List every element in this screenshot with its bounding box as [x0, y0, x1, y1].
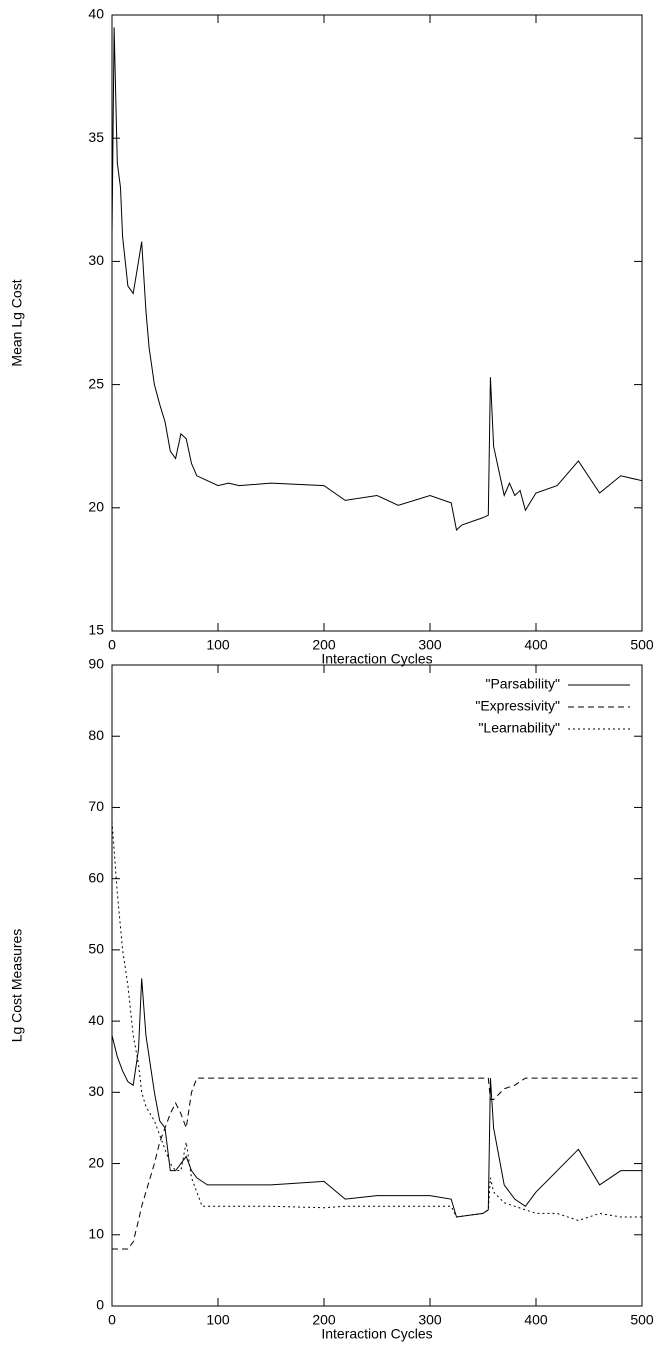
y-tick-label: 35	[88, 129, 104, 145]
x-tick-label: 300	[418, 1312, 442, 1328]
legend-label: "Expressivity"	[475, 698, 560, 714]
y-tick-label: 15	[88, 622, 104, 638]
plot-frame	[111, 14, 643, 632]
plot-frame	[111, 664, 643, 1307]
y-tick-label: 70	[88, 798, 104, 814]
x-tick-label: 0	[108, 1312, 116, 1328]
y-tick-label: 40	[88, 6, 104, 22]
y-tick-label: 20	[88, 1154, 104, 1170]
data-line	[111, 821, 642, 1222]
data-line	[112, 1077, 642, 1250]
y-tick-label: 30	[88, 1083, 104, 1099]
y-tick-label: 0	[96, 1297, 104, 1313]
x-tick-label: 200	[312, 1312, 336, 1328]
x-tick-label: 400	[524, 1312, 548, 1328]
x-tick-label: 0	[108, 637, 116, 653]
legend-label: "Learnability"	[478, 720, 560, 736]
y-tick-label: 10	[88, 1225, 104, 1241]
y-tick-label: 20	[88, 499, 104, 515]
y-tick-label: 25	[88, 375, 104, 391]
y-tick-label: 40	[88, 1012, 104, 1028]
x-tick-label: 500	[630, 1312, 654, 1328]
x-tick-label: 200	[312, 637, 336, 653]
x-tick-label: 500	[630, 637, 654, 653]
y-tick-label: 80	[88, 727, 104, 743]
x-axis-label: Interaction Cycles	[321, 651, 432, 667]
data-line	[111, 978, 642, 1218]
x-tick-label: 400	[524, 637, 548, 653]
x-tick-label: 300	[418, 637, 442, 653]
y-axis-label: Mean Lg Cost	[9, 279, 25, 366]
legend-label: "Parsability"	[485, 676, 560, 692]
y-tick-label: 90	[88, 656, 104, 672]
data-line	[111, 27, 643, 531]
y-tick-label: 30	[88, 252, 104, 268]
y-tick-label: 50	[88, 941, 104, 957]
x-tick-label: 100	[206, 637, 230, 653]
x-tick-label: 100	[206, 1312, 230, 1328]
y-tick-label: 60	[88, 869, 104, 885]
y-axis-label: Lg Cost Measures	[9, 929, 25, 1043]
x-axis-label: Interaction Cycles	[321, 1326, 432, 1342]
